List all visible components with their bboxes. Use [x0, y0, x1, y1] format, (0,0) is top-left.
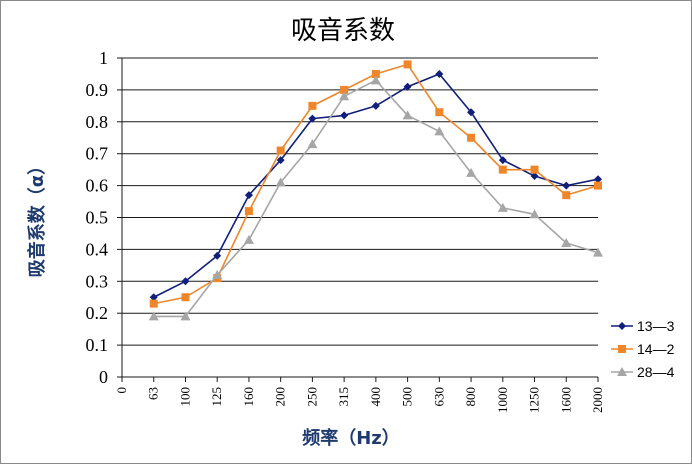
- legend-marker: [617, 367, 627, 376]
- y-tick-label: 0.7: [86, 144, 109, 164]
- x-tick-label: 800: [463, 387, 478, 407]
- y-tick-label: 0.6: [86, 176, 109, 196]
- legend: 13—3 14—2 28—4: [611, 318, 675, 380]
- data-point: [402, 110, 413, 120]
- x-tick-label: 500: [400, 387, 415, 407]
- data-point: [212, 269, 223, 279]
- data-point: [243, 234, 254, 244]
- y-tick-label: 0.3: [86, 271, 109, 291]
- data-point: [340, 85, 349, 94]
- series-1: [149, 69, 602, 302]
- data-point: [593, 247, 603, 257]
- y-axis-label: 吸音系数（α）: [26, 157, 48, 277]
- data-point: [530, 165, 539, 174]
- y-tick-label: 0.8: [86, 112, 109, 132]
- data-point: [244, 191, 253, 200]
- data-point: [276, 146, 285, 155]
- data-point: [467, 133, 476, 142]
- data-point: [180, 311, 191, 321]
- data-point: [435, 69, 444, 78]
- data-point: [371, 101, 380, 110]
- data-point: [466, 167, 477, 177]
- grid-layer: [122, 57, 598, 346]
- data-point: [308, 114, 317, 123]
- data-point: [498, 156, 507, 165]
- data-point: [275, 177, 286, 187]
- y-tick-label: 0.2: [86, 303, 109, 323]
- series-3: [148, 75, 603, 321]
- x-tick-label: 315: [336, 387, 351, 407]
- series-2: [149, 60, 602, 308]
- data-point: [562, 181, 571, 190]
- legend-marker: [618, 322, 626, 330]
- chart-title: 吸音系数: [291, 16, 395, 46]
- data-point: [307, 139, 318, 149]
- data-point: [434, 126, 445, 136]
- x-tick-label: 100: [177, 387, 192, 407]
- legend-item: 14—2: [611, 341, 675, 357]
- data-point: [149, 293, 158, 302]
- data-point: [181, 277, 190, 286]
- data-point: [497, 202, 508, 212]
- x-tick-label: 630: [431, 387, 446, 407]
- y-tick-label: 0.1: [86, 335, 109, 355]
- data-point: [340, 111, 349, 120]
- data-point: [148, 311, 159, 321]
- y-tick-label: 1: [99, 48, 108, 68]
- x-tick-label: 2000: [590, 387, 605, 413]
- x-tick-label: 160: [241, 387, 256, 407]
- data-point: [244, 207, 253, 216]
- x-tick-label: 200: [273, 387, 288, 407]
- legend-item: 13—3: [611, 318, 675, 334]
- x-tick-label: 1250: [527, 387, 542, 413]
- data-point: [498, 165, 507, 174]
- axis-layer: 0 0.1 0.2 0.3 0.4 0.5 0.6 0.7 0.8 0.9 1 0 63 100 125 16…: [86, 48, 606, 413]
- data-point: [370, 75, 381, 85]
- y-tick-label: 0: [99, 367, 108, 387]
- x-tick-label: 63: [146, 387, 161, 400]
- x-tick-label: 125: [209, 387, 224, 407]
- x-tick-label: 400: [368, 387, 383, 407]
- data-point: [213, 251, 222, 260]
- data-point: [339, 91, 350, 101]
- data-point: [181, 293, 190, 302]
- data-point: [149, 299, 158, 308]
- data-point: [594, 181, 602, 190]
- data-point: [467, 108, 476, 117]
- legend-marker: [618, 345, 626, 353]
- data-point: [276, 156, 285, 165]
- x-tick-label: 1000: [495, 387, 510, 413]
- y-tick-label: 0.9: [86, 80, 109, 100]
- y-tick-label: 0.5: [86, 208, 109, 228]
- legend-item: 28—4: [611, 364, 675, 380]
- legend-label: 13—3: [637, 318, 675, 334]
- x-tick-label: 1600: [558, 387, 573, 413]
- data-point: [435, 108, 444, 117]
- data-point: [308, 101, 317, 110]
- legend-label: 28—4: [637, 364, 675, 380]
- x-axis-label: 频率（Hz）: [302, 427, 400, 449]
- legend-label: 14—2: [637, 341, 675, 357]
- data-point: [403, 82, 412, 91]
- data-point: [530, 172, 539, 181]
- series-line: [153, 63, 599, 305]
- x-tick-label: 0: [114, 387, 129, 394]
- data-point: [594, 175, 602, 184]
- series-layer: [148, 60, 603, 321]
- data-point: [403, 60, 412, 69]
- data-point: [562, 191, 571, 200]
- data-point: [371, 69, 380, 78]
- x-tick-label: 250: [304, 387, 319, 407]
- y-tick-label: 0.4: [86, 239, 109, 259]
- data-point: [561, 238, 572, 248]
- data-point: [529, 209, 540, 219]
